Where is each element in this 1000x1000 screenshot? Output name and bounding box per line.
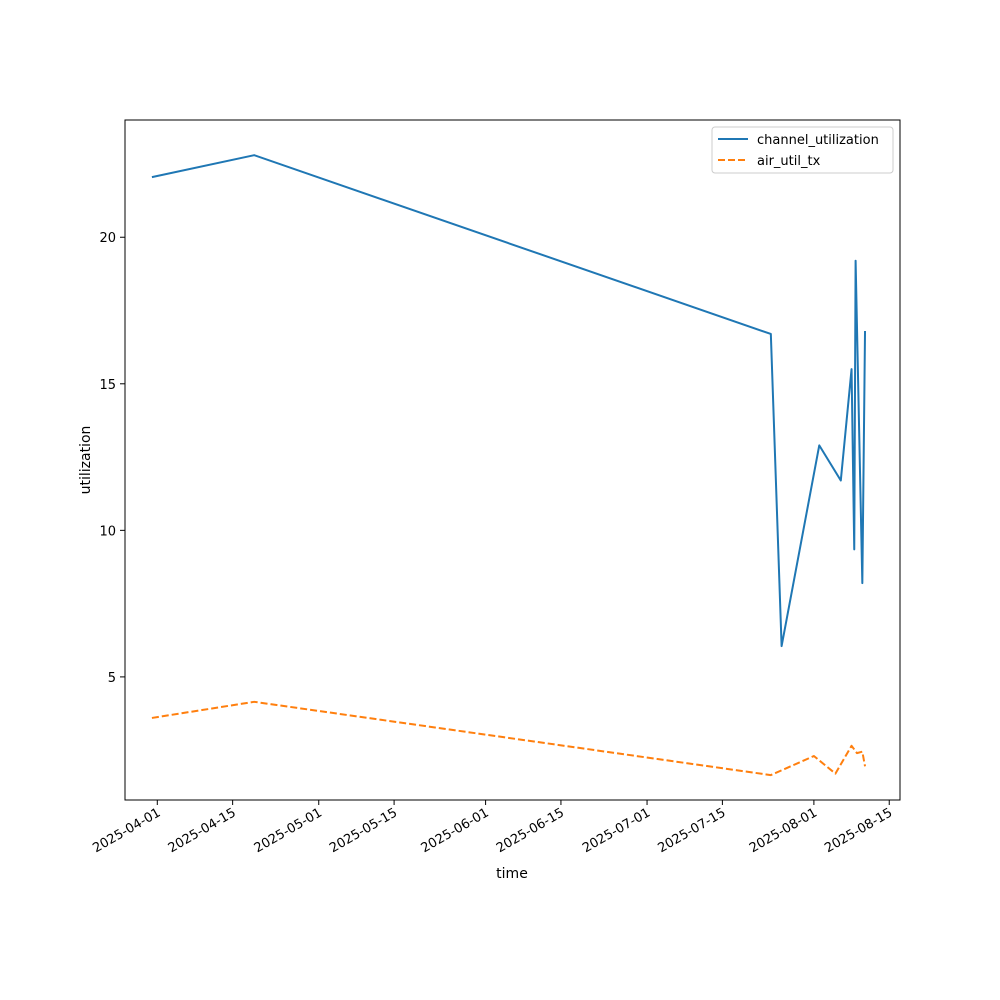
- series-line-air_util_tx: [151, 700, 867, 777]
- legend-entries: channel_utilization air_util_tx: [718, 133, 879, 169]
- legend-frame: [711, 126, 894, 174]
- series-layer: [151, 154, 867, 777]
- legend-label-channel_utilization: channel_utilization: [757, 133, 879, 148]
- legend: channel_utilization air_util_tx: [711, 126, 894, 174]
- series-line-channel_utilization: [151, 154, 867, 648]
- y-tick-label: 15: [99, 378, 116, 393]
- y-tick-label: 10: [99, 524, 116, 539]
- y-tick-label: 20: [99, 231, 116, 246]
- plot-area: [125, 120, 900, 800]
- y-axis-ticks: 5 10 15 20: [99, 231, 125, 686]
- legend-label-air_util_tx: air_util_tx: [757, 154, 821, 169]
- plot-frame: [124, 119, 901, 801]
- y-tick-label: 5: [108, 671, 116, 686]
- x-axis-label: time: [496, 866, 528, 882]
- y-axis-label: utilization: [78, 426, 94, 495]
